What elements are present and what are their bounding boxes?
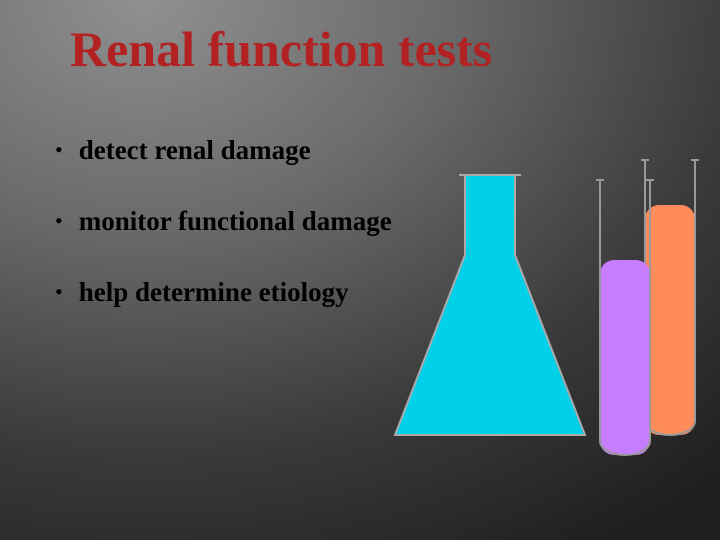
bullet-dot-icon: • — [55, 277, 63, 307]
slide-title: Renal function tests — [70, 20, 492, 78]
labware-illustration — [345, 145, 705, 505]
bullet-item: • monitor functional damage — [55, 206, 395, 237]
bullet-item: • help determine etiology — [55, 277, 395, 308]
erlenmeyer-flask — [395, 175, 585, 435]
bullet-dot-icon: • — [55, 206, 63, 236]
bullet-text: help determine etiology — [79, 277, 349, 308]
bullet-list: • detect renal damage • monitor function… — [55, 135, 395, 348]
bullet-dot-icon: • — [55, 135, 63, 165]
bullet-item: • detect renal damage — [55, 135, 395, 166]
bullet-text: detect renal damage — [79, 135, 311, 166]
